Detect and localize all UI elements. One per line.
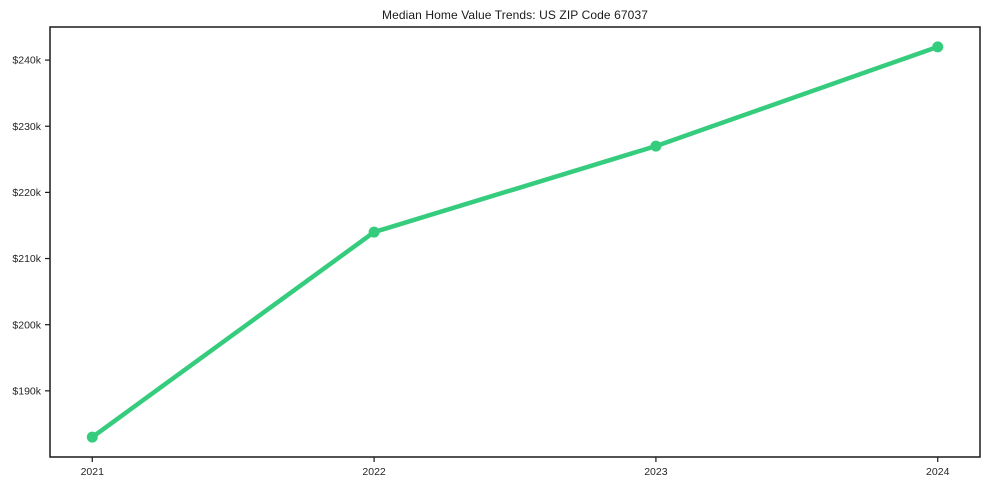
y-tick-label: $230k xyxy=(12,121,41,133)
x-tick-label: 2022 xyxy=(362,466,386,478)
y-tick-label: $240k xyxy=(12,55,41,67)
data-point-marker xyxy=(368,226,380,238)
y-tick-label: $220k xyxy=(12,187,41,199)
x-tick-label: 2023 xyxy=(644,466,668,478)
x-tick-label: 2024 xyxy=(926,466,950,478)
y-tick-label: $210k xyxy=(12,253,41,265)
x-tick-label: 2021 xyxy=(81,466,105,478)
y-tick-label: $200k xyxy=(12,319,41,331)
data-point-marker xyxy=(932,41,944,53)
plot-border xyxy=(49,26,981,458)
chart-title: Median Home Value Trends: US ZIP Code 67… xyxy=(381,8,648,22)
data-point-marker xyxy=(650,140,662,152)
data-point-marker xyxy=(86,431,98,443)
y-tick-label: $190k xyxy=(12,385,41,397)
data-line xyxy=(90,44,940,440)
